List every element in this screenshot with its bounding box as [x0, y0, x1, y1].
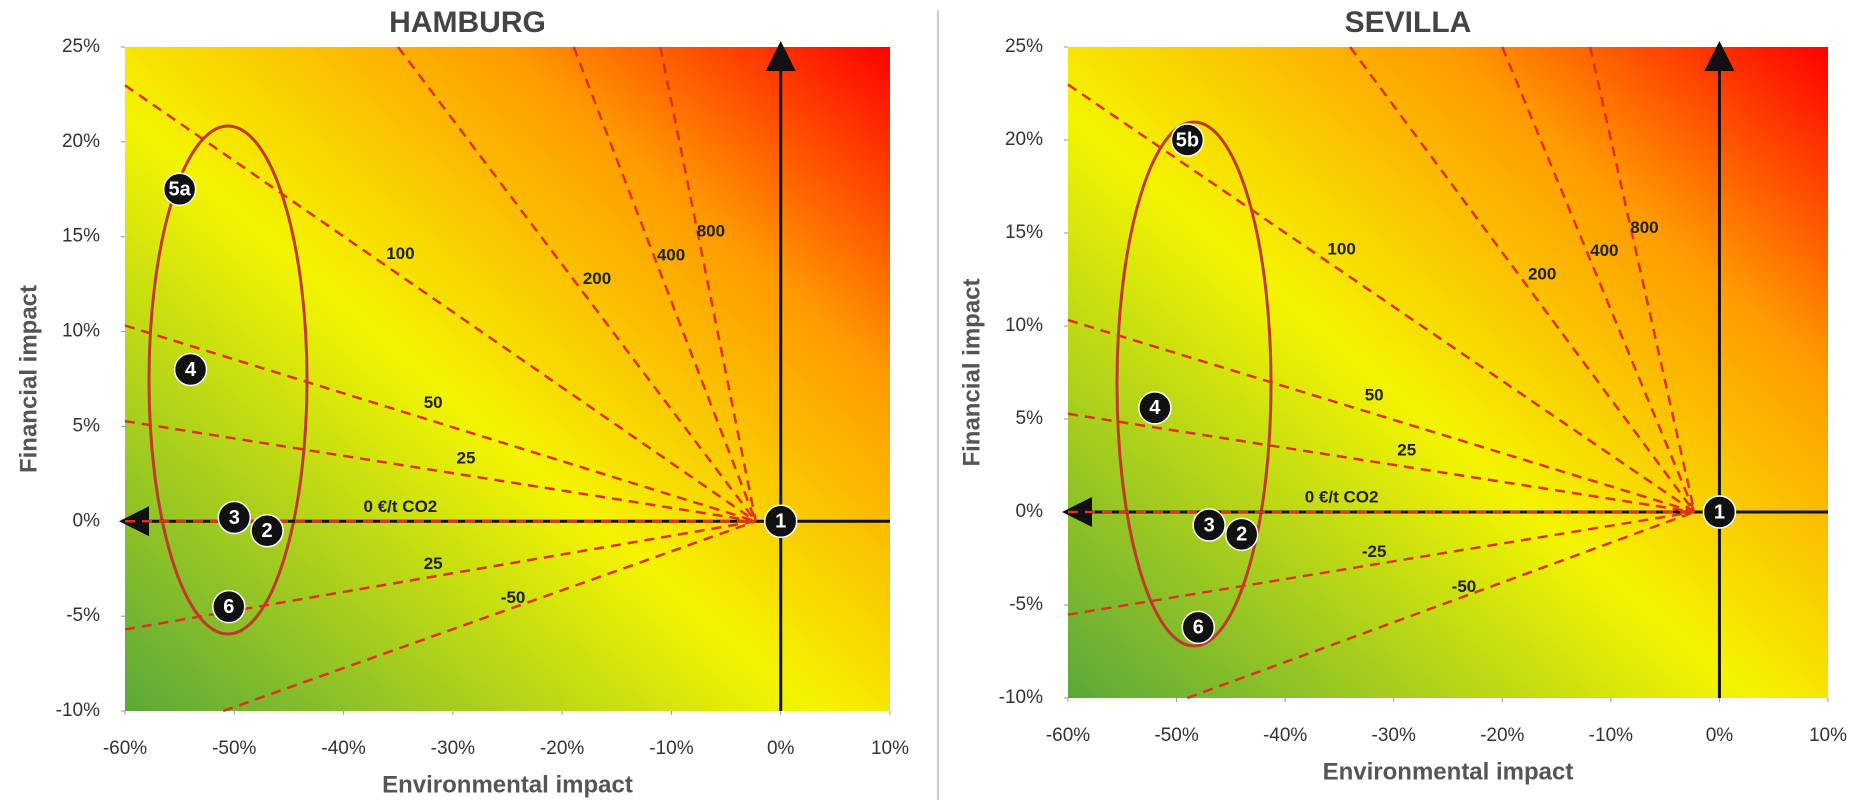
- point-label: 3: [1204, 514, 1215, 536]
- figure: HAMBURG Environmental impact Financial imp…: [0, 0, 1850, 800]
- cost-line-label: 50: [424, 393, 443, 412]
- cost-line-label: 50: [1365, 386, 1384, 405]
- x-tick-label: 10%: [1809, 725, 1847, 746]
- point-label: 6: [223, 596, 234, 618]
- cost-line-label: 0 €/t CO2: [1305, 487, 1379, 506]
- point-label: 5b: [1176, 129, 1199, 151]
- y-tick-label: 20%: [62, 131, 100, 152]
- point-label: 5a: [169, 179, 192, 201]
- chart-title: SEVILLA: [1345, 6, 1472, 39]
- y-tick-label: -5%: [66, 605, 100, 626]
- x-tick-label: -20%: [540, 738, 584, 759]
- x-tick-label: -50%: [212, 738, 256, 759]
- cost-line-label: -50: [1452, 577, 1477, 596]
- y-tick-label: 15%: [1005, 222, 1043, 243]
- point-label: 3: [229, 507, 240, 529]
- y-axis-label: Financial impact: [958, 278, 985, 466]
- y-tick-label: 0%: [1016, 501, 1044, 522]
- x-tick-label: -30%: [431, 738, 475, 759]
- y-tick-label: 15%: [62, 226, 100, 247]
- x-tick-label: -40%: [1263, 725, 1307, 746]
- x-axis-label: Environmental impact: [382, 771, 633, 798]
- cost-line-label: -25: [1362, 542, 1387, 561]
- cost-line-label: 800: [1630, 218, 1658, 237]
- point-label: 2: [1236, 524, 1247, 546]
- y-tick-label: 0%: [73, 510, 101, 531]
- x-tick-label: 10%: [871, 738, 909, 759]
- y-tick-label: -5%: [1009, 594, 1043, 615]
- point-label: 1: [1714, 501, 1725, 523]
- point-label: 6: [1193, 617, 1204, 639]
- y-axis-label: Financial impact: [15, 285, 42, 473]
- y-tick-label: 5%: [1016, 408, 1044, 429]
- cost-line-label: 25: [1397, 440, 1416, 459]
- x-tick-label: -40%: [321, 738, 365, 759]
- cost-line-label: 800: [697, 222, 725, 241]
- cost-line-label: 25: [424, 554, 443, 573]
- y-tick-label: 10%: [1005, 315, 1043, 336]
- x-tick-label: -10%: [649, 738, 693, 759]
- x-tick-label: -60%: [1046, 725, 1090, 746]
- y-tick-label: 25%: [1005, 36, 1043, 57]
- y-tick-label: 10%: [62, 321, 100, 342]
- point-label: 1: [775, 511, 786, 533]
- point-label: 2: [262, 520, 273, 542]
- x-tick-label: -50%: [1154, 725, 1198, 746]
- y-tick-label: 25%: [62, 36, 100, 57]
- cost-line-label: 200: [583, 269, 611, 288]
- x-tick-label: -30%: [1372, 725, 1416, 746]
- y-tick-label: -10%: [999, 687, 1043, 708]
- cost-line-label: -50: [501, 588, 526, 607]
- x-axis-label: Environmental impact: [1323, 758, 1574, 785]
- point-label: 4: [1149, 397, 1161, 419]
- x-tick-label: 0%: [1706, 725, 1734, 746]
- x-tick-label: 0%: [767, 738, 795, 759]
- cost-line-label: 400: [1590, 241, 1618, 260]
- cost-line-label: 25: [457, 449, 476, 468]
- chart-title: HAMBURG: [389, 6, 546, 39]
- cost-line-label: 100: [1327, 240, 1355, 259]
- cost-line-label: 100: [386, 244, 414, 263]
- x-tick-label: -20%: [1480, 725, 1524, 746]
- cost-line-label: 200: [1528, 264, 1556, 283]
- x-tick-label: -60%: [103, 738, 147, 759]
- x-tick-label: -10%: [1589, 725, 1633, 746]
- cost-line-label: 0 €/t CO2: [364, 497, 438, 516]
- point-label: 4: [185, 359, 197, 381]
- cost-line-label: 400: [657, 245, 685, 264]
- y-tick-label: 5%: [73, 415, 101, 436]
- y-tick-label: -10%: [56, 700, 100, 721]
- y-tick-label: 20%: [1005, 129, 1043, 150]
